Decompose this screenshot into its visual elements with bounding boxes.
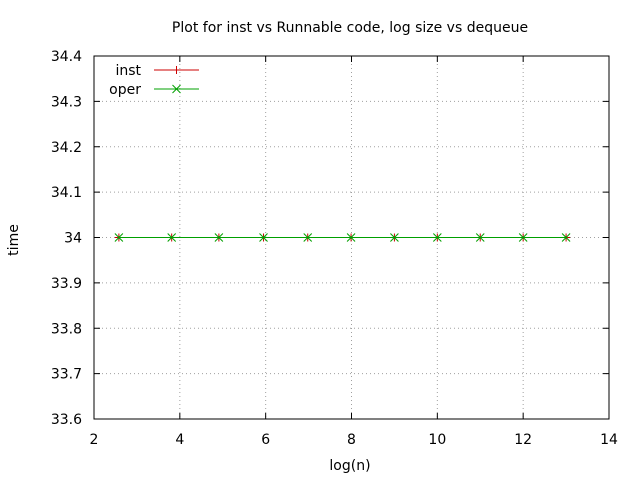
data-point-marker [303,233,313,242]
data-point-marker [390,233,399,242]
chart-title: Plot for inst vs Runnable code, log size… [172,20,528,36]
series-layer [114,233,571,242]
x-tick-label: 12 [514,432,532,448]
data-point-marker [114,233,124,242]
series-oper [114,233,571,242]
data-point-marker [346,233,356,242]
grid-lines [94,56,609,419]
y-tick-label: 33.9 [51,276,82,292]
legend-label: inst [115,63,141,79]
y-tick-label: 34.2 [51,140,82,156]
y-axis-label: time [6,224,22,256]
y-tick-label: 33.8 [51,321,82,337]
data-point-marker [432,233,442,242]
x-tick-label: 4 [175,432,184,448]
y-tick-label: 33.7 [51,367,82,383]
x-tick-label: 2 [90,432,99,448]
data-point-marker [214,233,224,242]
axis-ticks: 2 4 6 8 10 12 14 33.6 33.7 33.8 33.9 34 34.1 34.2 34.3… [51,49,618,448]
y-tick-label: 34.3 [51,94,82,110]
data-point-marker [167,233,177,242]
x-tick-label: 8 [347,432,356,448]
data-point-marker [561,233,571,242]
legend: inst oper [109,63,199,98]
data-point-marker [259,233,268,242]
x-tick-label: 10 [428,432,446,448]
x-tick-label: 14 [600,432,618,448]
legend-label: oper [109,82,141,98]
data-point-marker [518,233,528,242]
y-tick-label: 34 [64,231,82,247]
data-point-marker [172,84,181,94]
plot-frame [93,55,610,420]
x-tick-label: 6 [261,432,270,448]
y-tick-label: 34.1 [51,185,82,201]
y-tick-label: 33.6 [51,412,82,428]
y-tick-label: 34.4 [51,49,82,65]
x-axis-label: log(n) [329,458,370,474]
data-point-marker [475,233,485,242]
